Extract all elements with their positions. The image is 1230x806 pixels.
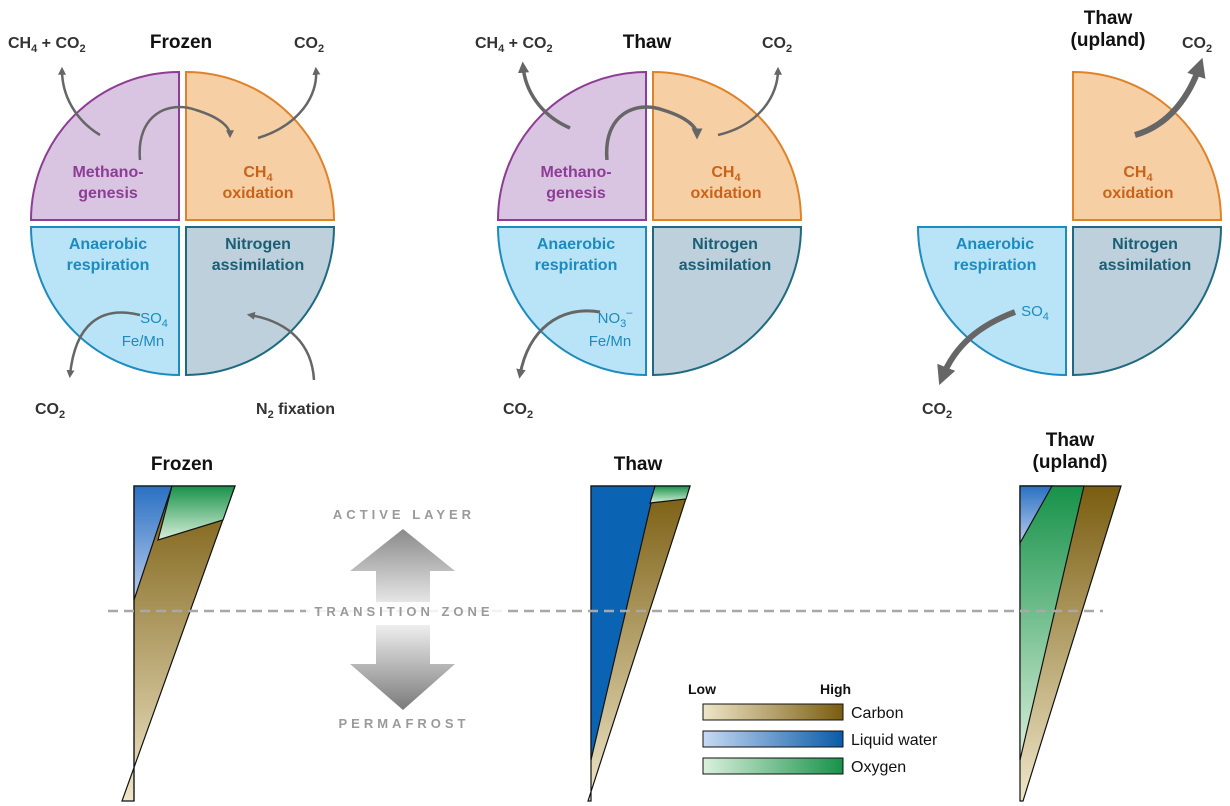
legend-label-water: Liquid water (851, 732, 938, 749)
ch4-oxidation-label: CH4 oxidation (690, 164, 761, 202)
zone-arrows: ACTIVE LAYER PERMAFROST (333, 507, 475, 731)
legend-high-label: High (820, 681, 851, 697)
legend-swatch-oxygen (702, 757, 844, 775)
electron-acceptor-label: NO3– (598, 307, 634, 330)
ch4-co2-label: CH4 + CO2 (8, 35, 86, 55)
profile-title: Thaw (upland) (1033, 430, 1108, 473)
flux-arrow (246, 311, 316, 381)
nitrogen-assimilation-quadrant (1072, 226, 1223, 377)
nitrogen-assimilation-quadrant (652, 226, 803, 377)
profile-thaw: Thaw (587, 454, 691, 802)
electron-acceptor-label: Fe/Mn (122, 333, 165, 350)
co2-label: CO2 (762, 35, 792, 55)
flux-arrow (605, 105, 703, 161)
oxygen-wedge (649, 485, 691, 504)
transition-label-bg (306, 602, 502, 620)
n2-fixation-label: N2 fixation (256, 401, 335, 421)
oxygen-wedge (157, 485, 236, 541)
legend-label-carbon: Carbon (851, 705, 903, 722)
panel-thaw: Thaw Methano-genesis CH4 oxidation Anaero… (475, 32, 803, 421)
legend-swatch-water (702, 730, 844, 748)
ch4-oxidation-quadrant (1072, 70, 1223, 221)
electron-acceptor-label: Fe/Mn (589, 333, 632, 350)
legend-low-label: Low (688, 681, 716, 697)
methanogenesis-quadrant (496, 70, 647, 221)
ch4-oxidation-quadrant (652, 70, 803, 221)
electron-acceptor-label: SO4 (140, 310, 168, 330)
co2-label: CO2 (35, 401, 65, 421)
profile-title: Frozen (151, 454, 213, 475)
nitrogen-assimilation-label: Nitrogen assimilation (679, 236, 771, 274)
panel-title: Thaw (623, 32, 672, 53)
ch4-oxidation-label: CH4 oxidation (222, 164, 293, 202)
permafrost-label: PERMAFROST (339, 716, 470, 731)
profile-thaw-upland: Thaw (upland) (1019, 430, 1122, 802)
anaerobic-respiration-label: Anaerobic respiration (535, 236, 618, 274)
electron-acceptor-label: SO4 (1021, 303, 1049, 323)
panel-title: Frozen (150, 32, 212, 53)
flux-arrow (257, 66, 321, 140)
nitrogen-assimilation-label: Nitrogen assimilation (1099, 236, 1191, 274)
ch4-oxidation-quadrant (185, 70, 336, 221)
anaerobic-respiration-label: Anaerobic respiration (954, 236, 1037, 274)
panel-thaw-upland: Thaw (upland) CH4 oxidation Anaerobic respi… (916, 8, 1223, 421)
anaerobic-respiration-quadrant (496, 226, 647, 377)
flux-arrow (516, 309, 601, 379)
profile-title: Thaw (614, 454, 663, 475)
flux-arrow (58, 66, 101, 137)
transition-zone-label: TRANSITION ZONE (314, 604, 493, 619)
co2-label: CO2 (294, 35, 324, 55)
up-arrow (350, 529, 455, 609)
anaerobic-respiration-quadrant (29, 226, 180, 377)
flux-arrow (517, 61, 571, 130)
methanogenesis-quadrant (29, 70, 180, 221)
legend-swatch-carbon (702, 703, 844, 721)
legend: Low High Carbon Liquid water Oxygen (688, 681, 938, 776)
profile-frozen: Frozen (121, 454, 236, 802)
anaerobic-respiration-label: Anaerobic respiration (67, 236, 150, 274)
panel-frozen: Frozen Methano-genesis CH4 oxidation Anae… (8, 32, 335, 421)
ch4-co2-label: CH4 + CO2 (475, 35, 553, 55)
flux-arrow (66, 311, 141, 379)
ch4-oxidation-label: CH4 oxidation (1102, 164, 1173, 202)
down-arrow (350, 625, 455, 710)
flux-arrow (1134, 57, 1206, 138)
water-wedge (590, 485, 656, 761)
nitrogen-assimilation-label: Nitrogen assimilation (212, 236, 304, 274)
flux-arrow (717, 66, 782, 137)
methanogenesis-label: Methano-genesis (540, 164, 611, 202)
legend-label-oxygen: Oxygen (851, 759, 906, 776)
co2-label: CO2 (503, 401, 533, 421)
flux-arrow (138, 105, 234, 161)
co2-label: CO2 (1182, 35, 1212, 55)
water-wedge (1019, 485, 1054, 546)
methanogenesis-label: Methano-genesis (72, 164, 143, 202)
co2-label: CO2 (922, 401, 952, 421)
flux-arrow (937, 309, 1017, 386)
panel-title: Thaw (upland) (1071, 8, 1146, 51)
active-layer-label: ACTIVE LAYER (333, 507, 475, 522)
